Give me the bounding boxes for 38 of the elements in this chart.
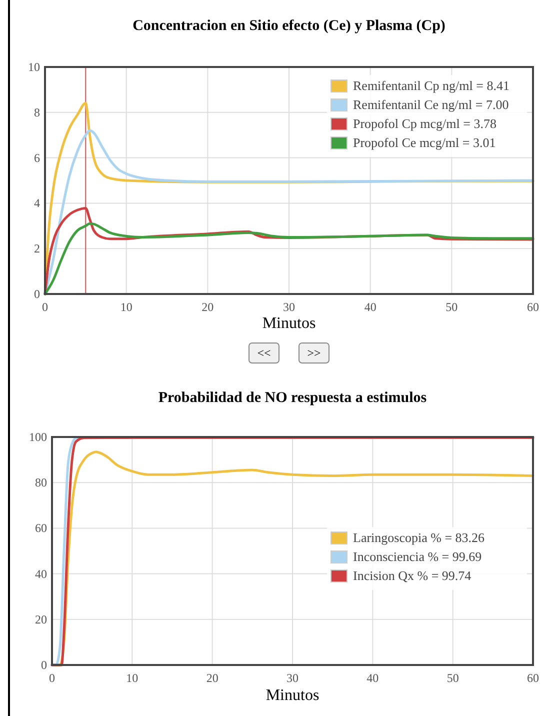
- y-tick-label: 6: [34, 150, 40, 165]
- y-tick-label: 20: [35, 612, 47, 626]
- y-tick-label: 4: [34, 196, 40, 210]
- x-tick-label: 40: [364, 300, 376, 314]
- y-tick-label: 100: [29, 430, 47, 444]
- x-tick-label: 50: [446, 300, 458, 314]
- y-tick-label: 0: [34, 287, 40, 301]
- x-tick-label: 60: [527, 300, 539, 314]
- x-tick-label: 50: [446, 671, 459, 685]
- button: >>: [298, 342, 330, 364]
- x-axis-title: Minutos: [262, 315, 316, 332]
- legend-label: Remifentanil Cp ng/ml = 8.41: [353, 78, 510, 93]
- x-tick-label: 40: [366, 671, 379, 685]
- y-tick-label: 40: [35, 566, 47, 581]
- x-tick-label: 10: [126, 671, 138, 685]
- y-tick-label: 80: [35, 476, 47, 490]
- chart-title: Concentracion en Sitio efecto (Ce) y Plasma (Cp): [132, 18, 446, 34]
- y-tick-label: 8: [34, 105, 40, 120]
- x-tick-label: 20: [202, 300, 214, 314]
- y-tick-label: 60: [35, 521, 47, 536]
- legend-label: Inconsciencia % = 99.69: [353, 549, 482, 564]
- legend-label: Remifentanil Ce ng/ml = 7.00: [353, 97, 509, 112]
- x-tick-label: 30: [283, 300, 295, 314]
- y-tick-label: 10: [28, 60, 40, 74]
- legend-label: Propofol Ce mcg/ml = 3.01: [353, 135, 496, 150]
- x-axis-title: Minutos: [266, 687, 320, 704]
- legend-label: Incision Qx % = 99.74: [353, 568, 472, 583]
- x-tick-label: 60: [527, 671, 539, 685]
- line-series: [44, 222, 534, 296]
- x-tick-label: 30: [286, 671, 298, 685]
- legend-label: Propofol Cp mcg/ml = 3.78: [353, 116, 496, 131]
- y-tick-label: 0: [41, 658, 47, 672]
- x-tick-label: 20: [206, 671, 218, 685]
- button: <<: [248, 342, 280, 364]
- legend-label: Laringoscopia % = 83.26: [353, 530, 486, 545]
- x-tick-label: 10: [120, 300, 132, 314]
- chart-title: Probabilidad de NO respuesta a estimulos: [158, 390, 427, 406]
- y-tick-label: 2: [34, 242, 40, 256]
